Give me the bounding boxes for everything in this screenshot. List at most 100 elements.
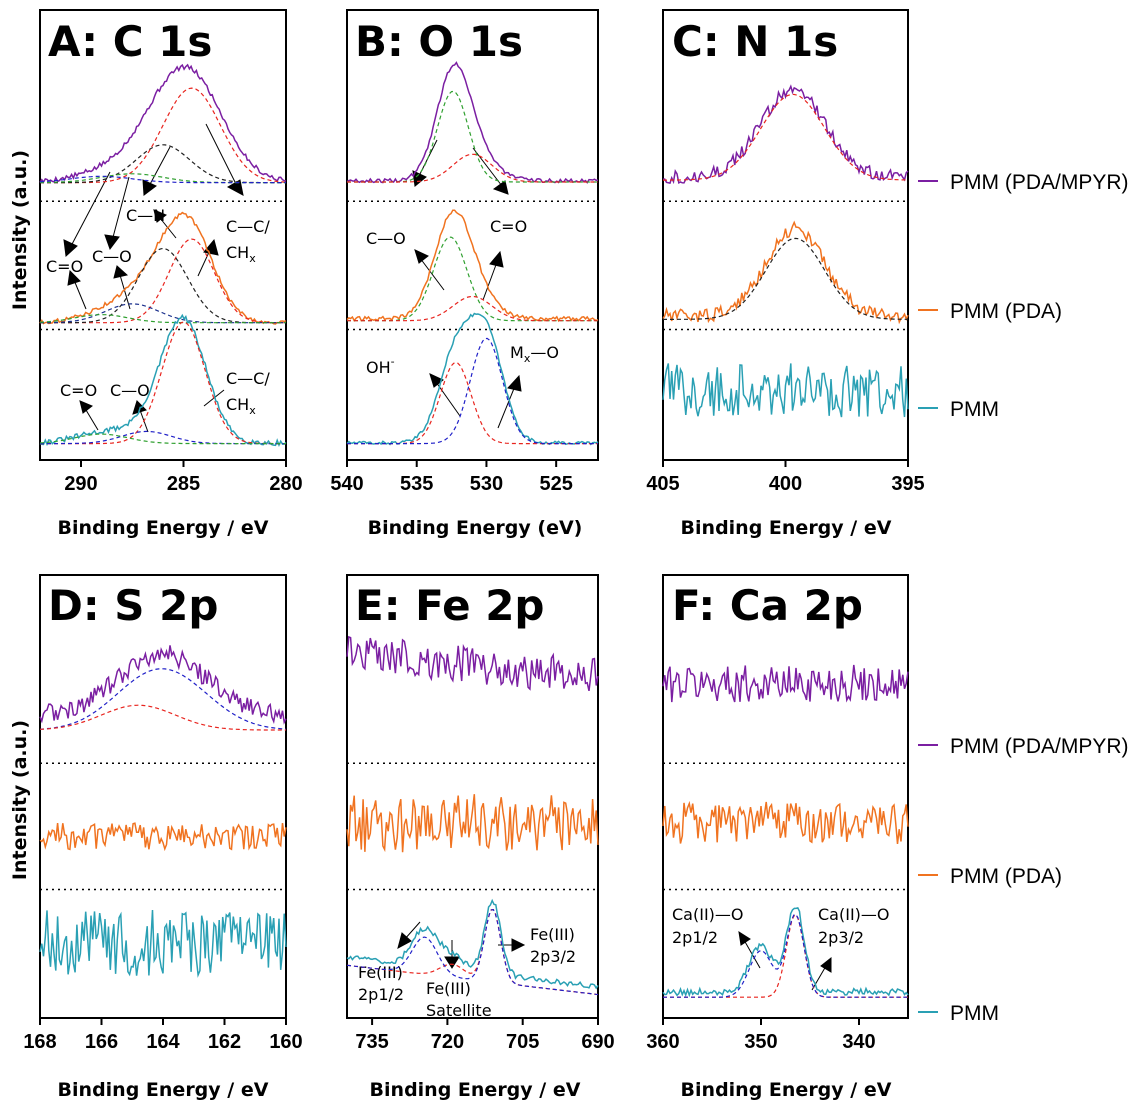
panel-f-tick-label-1: 350: [744, 1031, 777, 1053]
panel-a-arrows: [63, 123, 244, 433]
annotation-f-2p12-b: 2p1/2: [672, 928, 718, 947]
panel-f-series-pmm-pda-mpyr: [662, 664, 909, 703]
panel-d: D: S 2p Binding Energy / eV: [48, 581, 269, 1101]
panel-a: A: C 1s Binding Energy / eV C=O C—O C—N …: [46, 17, 270, 539]
panel-c-tick-label-1: 400: [769, 473, 802, 495]
panel-e-annotations: Fe(III) 2p3/2 Fe(III) 2p1/2 Fe(III) Sate…: [358, 925, 576, 1020]
annotation-a-co-double-2: C=O: [60, 381, 97, 400]
panel-d-tick-label-0: 168: [23, 1031, 56, 1053]
annotation-b-oh: OH-: [366, 355, 395, 377]
panel-f-annotations: Ca(II)—O 2p1/2 Ca(II)—O 2p3/2: [672, 905, 890, 947]
panel-b-tick-label-0: 540: [330, 473, 363, 495]
panel-e-tick-label-1: 720: [431, 1031, 464, 1053]
annotation-a-ch-base: CH: [226, 243, 249, 262]
panel-c-series-pmm-pda: [662, 220, 909, 325]
panel-a-annotations: C=O C—O C—N C—C/ CHx C=O C—O C—C/ CHx: [46, 206, 270, 417]
annotation-a-cc: C—C/: [226, 217, 270, 236]
panel-b-fit-pmm-pda-mpyr-1: [347, 153, 598, 183]
panel-a-fit-pmm-pda-0: [40, 238, 286, 324]
panel-b-series-pmm: [346, 312, 599, 446]
panel-d-title: D: S 2p: [48, 581, 218, 630]
panel-f-xlabel: Binding Energy / eV: [681, 1079, 892, 1101]
panel-e-series-pmm-pda-mpyr: [346, 635, 599, 692]
panel-c-xlabel: Binding Energy / eV: [681, 517, 892, 539]
annotation-e-2p32-a: Fe(III): [530, 925, 575, 944]
panel-f-title: F: Ca 2p: [672, 581, 863, 630]
panel-a-frame: [39, 9, 287, 461]
panel-a-fit-pmm-pda-3: [39, 313, 286, 324]
panel-a-fit-pmm-pda-2: [40, 303, 286, 324]
panel-a-title: A: C 1s: [48, 17, 212, 66]
panel-d-frame: [39, 574, 287, 1019]
panel-e-series-pmm: [346, 898, 599, 990]
panel-f-plot: 360 350 340: [646, 574, 909, 1053]
legend-label-pmm-2: PMM: [950, 1002, 999, 1025]
panel-b-tick-label-2: 530: [470, 473, 503, 495]
panel-b-plot: 540 535 530 525: [330, 9, 599, 495]
panel-f-series-pmm-pda: [662, 800, 909, 844]
panel-a-fit-pmm-2: [39, 433, 286, 445]
panel-a-tick-label-1: 285: [167, 473, 200, 495]
annotation-a-co-single: C—O: [92, 247, 132, 266]
annotation-a-ch-2: CHx: [226, 395, 256, 417]
panel-e-plot: 735 720 705 690: [346, 574, 615, 1053]
legend-label-pda-mpyr: PMM (PDA/MPYR): [950, 171, 1129, 194]
panel-d-series-pmm-pda-mpyr: [39, 645, 287, 725]
panel-b-xlabel: Binding Energy (eV): [368, 517, 583, 539]
y-axis-label-top: Intensity (a.u.): [9, 150, 31, 310]
panel-b-arrows: [412, 139, 522, 429]
legend-label-pmm: PMM: [950, 398, 999, 421]
annotation-e-2p12-b: 2p1/2: [358, 985, 404, 1004]
panel-b-fit-pmm-1: [347, 337, 598, 445]
legend-label-pda-2: PMM (PDA): [950, 865, 1062, 888]
panel-a-fit-pmm-pda-mpyr-0: [40, 87, 287, 184]
legend-bottom: PMM (PDA/MPYR) PMM (PDA) PMM: [918, 735, 1129, 1025]
annotation-b-mx-o-sub: x: [524, 352, 531, 365]
annotation-e-sat-a: Fe(III): [426, 979, 471, 998]
legend-label-pda-mpyr-2: PMM (PDA/MPYR): [950, 735, 1129, 758]
panel-e: E: Fe 2p Binding Energy / eV Fe(III) 2p3…: [355, 581, 581, 1101]
panel-f-fit-pmm-1: [663, 913, 908, 998]
panel-c-series-pmm: [662, 363, 909, 418]
annotation-b-mx-o: Mx—O: [510, 343, 559, 365]
panel-a-xlabel: Binding Energy / eV: [58, 517, 269, 539]
annotation-e-sat-b: Satellite: [426, 1001, 492, 1020]
panel-e-tick-label-0: 735: [355, 1031, 388, 1053]
panel-e-frame: [346, 574, 599, 1019]
panel-b-tick-label-3: 525: [539, 473, 572, 495]
annotation-f-2p12-a: Ca(II)—O: [672, 905, 744, 924]
panel-b-annotations: C—O C=O OH- Mx—O: [366, 217, 559, 377]
panel-f-arrows: [738, 930, 832, 991]
panel-c-tick-label-0: 405: [646, 473, 679, 495]
panel-a-series-pmm-pda-mpyr: [39, 63, 287, 184]
panel-f-tick-label-0: 360: [646, 1031, 679, 1053]
panel-f-series-pmm: [662, 907, 909, 998]
annotation-f-2p32-b: 2p3/2: [818, 928, 864, 947]
annotation-a-co-single-2: C—O: [110, 381, 150, 400]
panel-d-fit-pmm-pda-mpyr-1: [39, 704, 286, 731]
annotation-e-2p32-b: 2p3/2: [530, 947, 576, 966]
panel-c-plot: 405 400 395: [646, 9, 925, 495]
panel-e-title: E: Fe 2p: [355, 581, 545, 630]
panel-e-tick-label-3: 690: [581, 1031, 614, 1053]
annotation-b-mx-o-m: M: [510, 343, 524, 362]
panel-a-tick-label-2: 280: [269, 473, 302, 495]
annotation-b-mx-o-o: —O: [530, 343, 559, 362]
panel-f-tick-label-2: 340: [842, 1031, 875, 1053]
annotation-a-ch-2-sub: x: [249, 404, 256, 417]
panel-d-series-pmm: [39, 909, 287, 978]
panel-d-fit-pmm-pda-mpyr-0: [39, 668, 287, 730]
panel-c-fit-pmm-pda-mpyr-0: [663, 93, 909, 181]
panel-a-fit-pmm-pda-mpyr-3: [39, 175, 286, 184]
panel-c-series-pmm-pda-mpyr: [662, 84, 909, 185]
annotation-a-ch: CHx: [226, 243, 256, 265]
legend-label-pda: PMM (PDA): [950, 300, 1062, 323]
panel-d-series-pmm-pda: [39, 822, 287, 852]
panel-f: F: Ca 2p Binding Energy / eV Ca(II)—O 2p…: [672, 581, 892, 1101]
annotation-a-ch-2-base: CH: [226, 395, 249, 414]
panel-e-series-pmm-pda: [346, 794, 599, 853]
panel-b-fit-pmm-pda-mpyr-0: [347, 90, 598, 183]
panel-b: B: O 1s Binding Energy (eV) C—O C=O OH- …: [355, 17, 582, 539]
